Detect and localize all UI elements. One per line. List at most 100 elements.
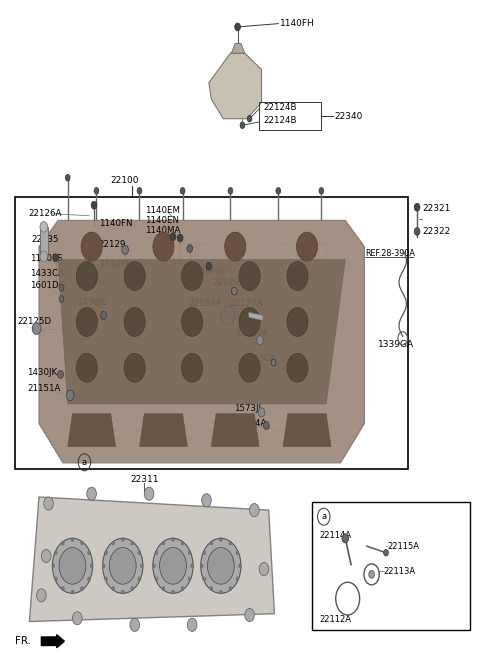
Polygon shape: [68, 414, 116, 447]
Circle shape: [122, 245, 129, 254]
Text: 1140EM: 1140EM: [145, 206, 180, 215]
Circle shape: [369, 570, 374, 578]
Text: 22136A: 22136A: [189, 299, 222, 308]
Circle shape: [71, 537, 74, 541]
Polygon shape: [140, 414, 187, 447]
Circle shape: [228, 187, 233, 194]
Circle shape: [81, 232, 102, 261]
Text: REF.28-390A: REF.28-390A: [365, 248, 415, 258]
Circle shape: [239, 307, 260, 336]
Circle shape: [112, 587, 115, 591]
Circle shape: [219, 590, 222, 594]
Text: 22311: 22311: [130, 475, 158, 484]
Text: 1601DG: 1601DG: [30, 281, 66, 290]
Circle shape: [66, 390, 74, 401]
Polygon shape: [39, 220, 364, 463]
Circle shape: [203, 551, 206, 555]
Circle shape: [276, 187, 281, 194]
Circle shape: [258, 408, 265, 417]
Circle shape: [231, 287, 237, 295]
Text: a: a: [82, 458, 87, 466]
Circle shape: [245, 608, 254, 622]
Circle shape: [177, 234, 183, 242]
Circle shape: [138, 551, 141, 555]
Text: 22112A: 22112A: [319, 615, 351, 624]
Circle shape: [171, 590, 174, 594]
Circle shape: [61, 587, 64, 591]
Circle shape: [210, 587, 213, 591]
Text: 22100: 22100: [111, 177, 139, 185]
Circle shape: [81, 587, 84, 591]
Text: 1140FS: 1140FS: [30, 254, 63, 263]
Text: 1430JK: 1430JK: [27, 368, 57, 377]
Circle shape: [94, 187, 99, 194]
Circle shape: [76, 261, 97, 290]
Circle shape: [153, 232, 174, 261]
Circle shape: [52, 538, 93, 593]
Circle shape: [225, 232, 246, 261]
Circle shape: [203, 577, 206, 581]
Text: 22322: 22322: [422, 227, 450, 236]
Text: 1433CA: 1433CA: [30, 269, 64, 278]
Circle shape: [170, 233, 176, 240]
Bar: [15, 197, 408, 470]
Text: 22125D: 22125D: [17, 317, 51, 327]
Circle shape: [259, 562, 269, 576]
Text: 1140MA: 1140MA: [145, 225, 180, 235]
Circle shape: [202, 493, 211, 507]
Circle shape: [72, 612, 82, 625]
Circle shape: [181, 587, 184, 591]
Polygon shape: [231, 43, 245, 53]
Text: 22113A: 22113A: [384, 566, 416, 576]
Text: 1430JB: 1430JB: [77, 298, 108, 307]
Polygon shape: [58, 260, 345, 404]
Circle shape: [54, 577, 57, 581]
Circle shape: [287, 307, 308, 336]
Circle shape: [112, 541, 115, 545]
Circle shape: [188, 551, 191, 555]
Circle shape: [210, 541, 213, 545]
Circle shape: [155, 551, 158, 555]
Circle shape: [90, 564, 93, 568]
Circle shape: [181, 353, 203, 382]
Circle shape: [287, 353, 308, 382]
Circle shape: [287, 261, 308, 290]
Circle shape: [58, 371, 63, 378]
Circle shape: [257, 336, 264, 345]
Circle shape: [53, 254, 59, 261]
Circle shape: [124, 307, 145, 336]
Circle shape: [101, 311, 107, 319]
Circle shape: [229, 541, 232, 545]
Circle shape: [181, 541, 184, 545]
Circle shape: [121, 537, 124, 541]
Circle shape: [153, 538, 193, 593]
Circle shape: [201, 538, 241, 593]
Circle shape: [59, 284, 64, 291]
Text: 1140EN: 1140EN: [145, 215, 179, 225]
Text: 1153CA: 1153CA: [242, 353, 276, 363]
Circle shape: [44, 497, 53, 510]
Circle shape: [181, 307, 203, 336]
Text: 22321: 22321: [422, 204, 450, 213]
Circle shape: [342, 533, 348, 543]
Circle shape: [188, 577, 191, 581]
Circle shape: [41, 549, 51, 562]
Circle shape: [200, 564, 203, 568]
Circle shape: [319, 187, 324, 194]
Circle shape: [155, 577, 158, 581]
Text: 22135: 22135: [31, 235, 59, 244]
Circle shape: [71, 590, 74, 594]
Text: 1573JM: 1573JM: [235, 328, 267, 338]
Circle shape: [297, 232, 318, 261]
Circle shape: [61, 541, 64, 545]
Polygon shape: [209, 53, 262, 119]
Circle shape: [239, 261, 260, 290]
Circle shape: [247, 116, 252, 122]
Text: 1140FN: 1140FN: [99, 260, 132, 269]
Bar: [312, 502, 470, 630]
Circle shape: [206, 262, 212, 270]
Circle shape: [219, 537, 222, 541]
Circle shape: [144, 487, 154, 500]
Text: 22124B: 22124B: [263, 116, 297, 125]
Text: 22124B: 22124B: [263, 103, 297, 112]
